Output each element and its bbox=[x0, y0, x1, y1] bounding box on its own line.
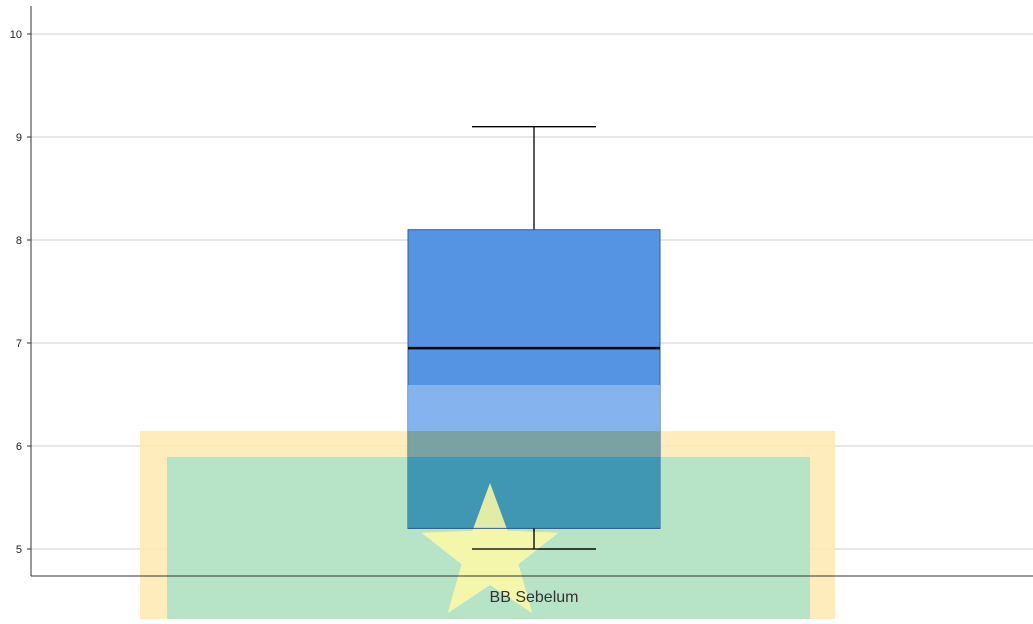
y-tick-labels: 5 6 7 8 9 10 bbox=[10, 29, 31, 556]
box-highlight-band bbox=[408, 385, 660, 431]
y-tick-label: 8 bbox=[16, 235, 22, 247]
y-tick-label: 7 bbox=[16, 338, 22, 350]
box-overlap-band bbox=[408, 431, 660, 457]
box-lower-tint bbox=[408, 457, 660, 529]
y-tick-label: 9 bbox=[16, 132, 22, 144]
category-labels: BB Sebelum bbox=[490, 589, 579, 606]
x-category-label: BB Sebelum bbox=[490, 589, 579, 606]
star-marker bbox=[421, 483, 559, 614]
y-tick-label: 10 bbox=[10, 29, 22, 41]
y-tick-label: 6 bbox=[16, 441, 22, 453]
foreground-overlays bbox=[31, 346, 1033, 614]
y-tick-label: 5 bbox=[16, 544, 22, 556]
